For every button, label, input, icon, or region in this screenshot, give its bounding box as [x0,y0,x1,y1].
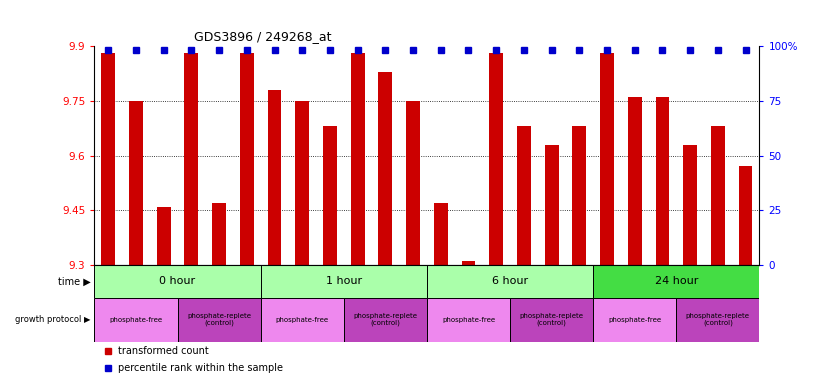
Text: percentile rank within the sample: percentile rank within the sample [117,362,282,373]
Bar [628,97,642,265]
Text: 1 hour: 1 hour [326,276,362,286]
Bar [489,53,503,265]
Text: phosphate-free: phosphate-free [442,317,495,323]
Bar [177,298,261,342]
Bar [594,298,677,342]
Bar [594,265,759,298]
Bar [212,203,226,265]
Text: growth protocol ▶: growth protocol ▶ [15,315,90,324]
Bar [296,101,310,265]
Text: transformed count: transformed count [117,346,209,356]
Text: 0 hour: 0 hour [159,276,195,286]
Bar [433,203,447,265]
Text: phosphate-free: phosphate-free [608,317,661,323]
Bar [157,207,171,265]
Text: 6 hour: 6 hour [492,276,528,286]
Bar [406,101,420,265]
Bar [261,265,427,298]
Bar [268,90,282,265]
Text: phosphate-replete
(control): phosphate-replete (control) [187,313,251,326]
Bar [101,53,115,265]
Bar [683,144,697,265]
Bar [517,126,531,265]
Bar [427,265,594,298]
Bar [711,126,725,265]
Text: phosphate-replete
(control): phosphate-replete (control) [353,313,417,326]
Bar [544,144,558,265]
Bar [461,262,475,265]
Bar [677,298,759,342]
Text: GDS3896 / 249268_at: GDS3896 / 249268_at [195,30,332,43]
Bar [323,126,337,265]
Bar [185,53,199,265]
Bar [94,265,261,298]
Bar [240,53,254,265]
Bar [261,298,344,342]
Bar [378,72,392,265]
Bar [600,53,614,265]
Bar [739,167,753,265]
Text: 24 hour: 24 hour [654,276,698,286]
Bar [351,53,365,265]
Text: phosphate-replete
(control): phosphate-replete (control) [686,313,750,326]
Text: phosphate-free: phosphate-free [109,317,163,323]
Bar [129,101,143,265]
Text: time ▶: time ▶ [57,276,90,286]
Bar [94,298,177,342]
Text: phosphate-free: phosphate-free [276,317,328,323]
Bar [655,97,669,265]
Bar [427,298,510,342]
Bar [344,298,427,342]
Text: phosphate-replete
(control): phosphate-replete (control) [520,313,584,326]
Bar [572,126,586,265]
Bar [510,298,594,342]
